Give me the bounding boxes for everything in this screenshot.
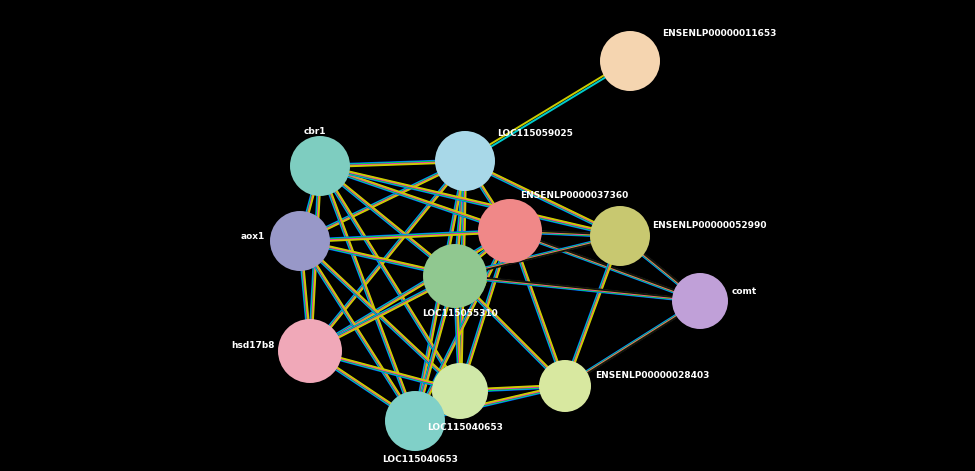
Circle shape [672,273,728,329]
Text: LOC115055310: LOC115055310 [422,309,498,318]
Circle shape [539,360,591,412]
Circle shape [385,391,445,451]
Text: LOC115040653: LOC115040653 [382,455,458,463]
Text: LOC115059025: LOC115059025 [497,129,573,138]
Circle shape [270,211,330,271]
Circle shape [478,199,542,263]
Text: cbr1: cbr1 [304,127,327,136]
Circle shape [432,363,488,419]
Circle shape [590,206,650,266]
Text: aox1: aox1 [241,232,265,241]
Text: ENSENLP00000052990: ENSENLP00000052990 [652,221,766,230]
Text: comt: comt [732,286,758,295]
Circle shape [435,131,495,191]
Circle shape [423,244,487,308]
Text: LOC115040653: LOC115040653 [427,423,503,432]
Circle shape [290,136,350,196]
Text: hsd17b8: hsd17b8 [231,341,275,350]
Circle shape [600,31,660,91]
Text: ENSENLP00000028403: ENSENLP00000028403 [595,372,710,381]
Text: ENSENLP0000037360: ENSENLP0000037360 [520,192,628,201]
Circle shape [278,319,342,383]
Text: ENSENLP00000011653: ENSENLP00000011653 [662,29,776,38]
